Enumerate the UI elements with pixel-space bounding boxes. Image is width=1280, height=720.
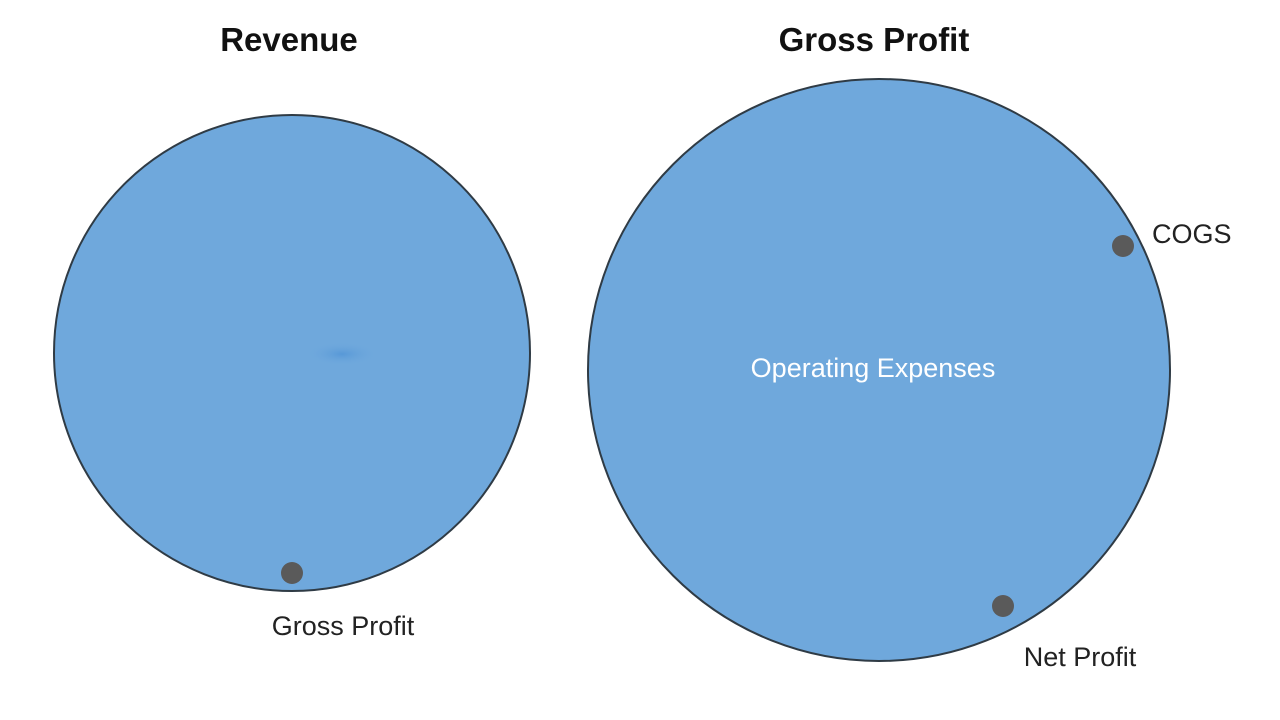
gross-profit-panel: Gross Profit Operating Expenses COGS Net… — [587, 21, 1232, 672]
revenue-circle — [53, 114, 531, 592]
cogs-marker-dot — [1112, 235, 1134, 257]
net-profit-marker-dot — [992, 595, 1014, 617]
net-profit-callout: Net Profit — [1024, 642, 1137, 672]
gross-profit-title: Gross Profit — [779, 21, 970, 58]
cogs-callout: COGS — [1152, 219, 1232, 249]
revenue-title: Revenue — [220, 21, 358, 58]
revenue-panel: Revenue Gross Profit — [53, 21, 531, 641]
gross-profit-callout: Gross Profit — [272, 611, 415, 641]
gross-profit-marker-dot — [281, 562, 303, 584]
center-smudge — [306, 342, 378, 366]
operating-expenses-label: Operating Expenses — [751, 353, 996, 383]
gross-profit-circle — [587, 78, 1171, 662]
